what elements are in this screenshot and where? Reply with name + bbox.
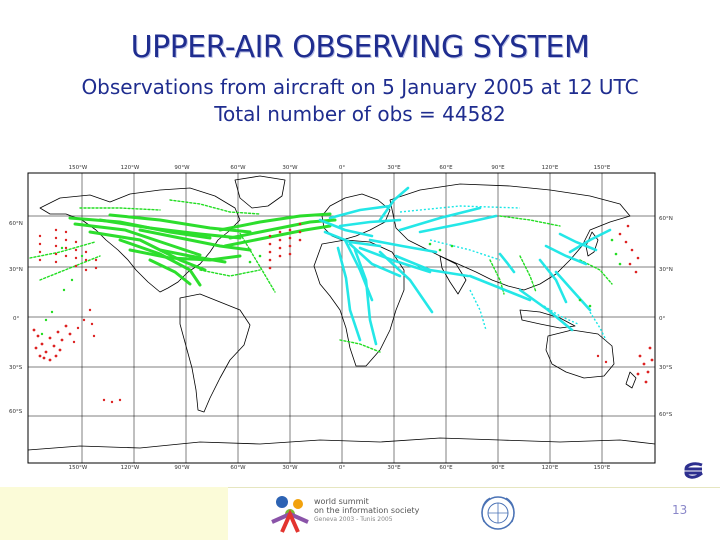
longitude-labels-bottom: 150°W 120°W 90°W 60°W 30°W 0° 30°E 60°E … bbox=[69, 465, 611, 470]
lon-label: 120°W bbox=[121, 165, 140, 171]
lon-label: 60°E bbox=[439, 465, 453, 470]
lon-label: 120°E bbox=[542, 165, 559, 171]
lon-label: 150°E bbox=[594, 165, 611, 171]
lat-label: 30°N bbox=[9, 267, 23, 273]
lat-label: 60°S bbox=[659, 412, 673, 418]
slide-title: UPPER-AIR OBSERVING SYSTEM bbox=[130, 30, 590, 65]
obs-green-points bbox=[40, 238, 622, 336]
lon-label: 90°E bbox=[491, 465, 505, 470]
footer-divider bbox=[228, 487, 720, 488]
wsis-dates: Geneva 2003 - Tunis 2005 bbox=[314, 516, 393, 523]
lon-label: 150°W bbox=[69, 165, 88, 171]
lat-label: 60°N bbox=[659, 216, 673, 222]
obs-cyan-thin bbox=[399, 205, 607, 341]
lat-label: 60°N bbox=[9, 221, 23, 227]
lat-label: 30°N bbox=[659, 267, 673, 273]
map-frame bbox=[27, 172, 656, 464]
lon-label: 0° bbox=[339, 465, 345, 470]
lon-label: 90°E bbox=[491, 165, 505, 171]
lon-label: 30°W bbox=[282, 165, 298, 171]
coast-australia bbox=[545, 329, 615, 379]
coast-asia bbox=[389, 183, 631, 291]
footer-strip bbox=[0, 487, 228, 540]
lat-label: 30°S bbox=[659, 365, 673, 371]
wsis-wordmark: world summit on the information society … bbox=[314, 497, 419, 524]
lat-label: 60°S bbox=[9, 409, 23, 415]
lon-label: 90°W bbox=[174, 165, 190, 171]
obs-red bbox=[32, 222, 654, 404]
lon-label: 60°E bbox=[439, 165, 453, 171]
wsis-logo-icon bbox=[271, 496, 309, 533]
obs-green-thin bbox=[29, 199, 613, 353]
wsis-line-2: on the information society bbox=[314, 506, 420, 515]
ecmwf-logo-icon bbox=[684, 462, 703, 479]
lat-label: 0° bbox=[13, 316, 19, 322]
lon-label: 150°W bbox=[69, 465, 88, 470]
coast-south-america bbox=[179, 293, 251, 413]
lon-label: 60°W bbox=[230, 465, 246, 470]
lon-label: 30°E bbox=[387, 465, 401, 470]
coast-new-zealand bbox=[625, 371, 637, 389]
lon-label: 120°E bbox=[542, 465, 559, 470]
lon-label: 120°W bbox=[121, 465, 140, 470]
obs-cyan bbox=[318, 186, 612, 346]
coast-india bbox=[439, 255, 467, 295]
lat-label: 0° bbox=[659, 316, 665, 322]
coast-greenland bbox=[234, 175, 286, 209]
lon-label: 0° bbox=[339, 165, 345, 171]
latitude-labels-left: 60°N 30°N 0° 30°S 60°S bbox=[9, 221, 23, 415]
coast-africa bbox=[313, 239, 405, 367]
coast-antarctica bbox=[27, 437, 656, 451]
subtitle-line-1: Observations from aircraft on 5 January … bbox=[81, 75, 639, 99]
longitude-labels-top: 150°W 120°W 90°W 60°W 30°W 0° 30°E 60°E … bbox=[69, 165, 611, 171]
world-map: 150°W 120°W 90°W 60°W 30°W 0° 30°E 60°E … bbox=[9, 165, 673, 470]
latitude-labels-right: 60°N 30°N 0° 30°S 60°S bbox=[659, 216, 673, 418]
subtitle-total-obs: Total number of obs = 44582 bbox=[214, 102, 506, 126]
obs-green bbox=[68, 212, 337, 287]
lon-label: 60°W bbox=[230, 165, 246, 171]
lat-label: 30°S bbox=[9, 365, 23, 371]
coast-japan bbox=[585, 231, 599, 257]
wmo-emblem-icon bbox=[481, 496, 515, 530]
lon-label: 30°E bbox=[387, 165, 401, 171]
lon-label: 150°E bbox=[594, 465, 611, 470]
wsis-line-1: world summit bbox=[314, 497, 369, 506]
page-number: 13 bbox=[672, 503, 688, 517]
lon-label: 90°W bbox=[174, 465, 190, 470]
lon-label: 30°W bbox=[282, 465, 298, 470]
